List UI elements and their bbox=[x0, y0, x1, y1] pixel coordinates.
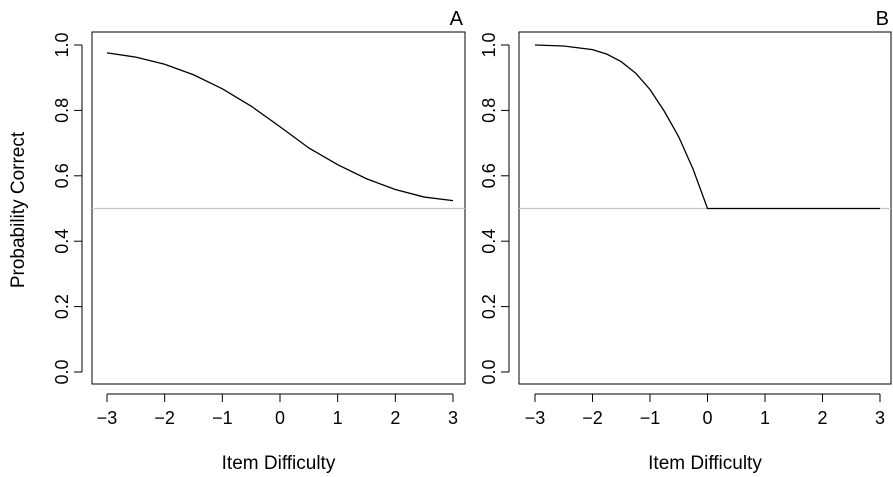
x-tick-label: 3 bbox=[448, 408, 458, 428]
y-tick-label: 0.2 bbox=[52, 294, 72, 319]
y-tick-label: 0.8 bbox=[52, 98, 72, 123]
x-tick-label: −1 bbox=[212, 408, 233, 428]
y-tick-label: 0.2 bbox=[479, 294, 499, 319]
x-tick-label: 1 bbox=[333, 408, 343, 428]
x-axis-label: Item Difficulty bbox=[222, 453, 336, 474]
panel-label: A bbox=[450, 8, 464, 30]
y-tick-label: 0.0 bbox=[52, 359, 72, 384]
series-line bbox=[534, 44, 880, 210]
series-line bbox=[106, 52, 454, 202]
y-tick-label: 1.0 bbox=[52, 32, 72, 57]
x-tick-label: 3 bbox=[875, 408, 885, 428]
panel-B: −3 −2 −1 0 1 2 3 Item Difficulty 0.0 0.2 0.4 0.6 0.8… bbox=[479, 8, 892, 474]
panel-label: B bbox=[876, 8, 889, 30]
y-tick-label: 0.4 bbox=[52, 229, 72, 254]
y-tick-label: 0.8 bbox=[479, 98, 499, 123]
y-tick-label: 0.6 bbox=[479, 163, 499, 188]
x-tick-label: −3 bbox=[97, 408, 118, 428]
x-tick-label: 1 bbox=[760, 408, 770, 428]
y-tick-label: 1.0 bbox=[479, 32, 499, 57]
y-tick-label: 0.0 bbox=[479, 359, 499, 384]
x-tick-label: 0 bbox=[702, 408, 712, 428]
x-tick-label: −1 bbox=[640, 408, 661, 428]
x-tick-label: 0 bbox=[275, 408, 285, 428]
x-tick-label: −3 bbox=[525, 408, 546, 428]
x-tick-label: 2 bbox=[817, 408, 827, 428]
panel-A: −3 −2 −1 0 1 2 3 Item Difficulty 0.0 0.2 0.4 0.6 0.8… bbox=[52, 8, 466, 474]
x-tick-label: 2 bbox=[390, 408, 400, 428]
y-tick-label: 0.4 bbox=[479, 229, 499, 254]
x-tick-label: −2 bbox=[154, 408, 175, 428]
y-axis-label: Probability Correct bbox=[8, 131, 29, 288]
x-axis-label: Item Difficulty bbox=[648, 453, 762, 474]
y-tick-label: 0.6 bbox=[52, 163, 72, 188]
x-tick-label: −2 bbox=[582, 408, 603, 428]
